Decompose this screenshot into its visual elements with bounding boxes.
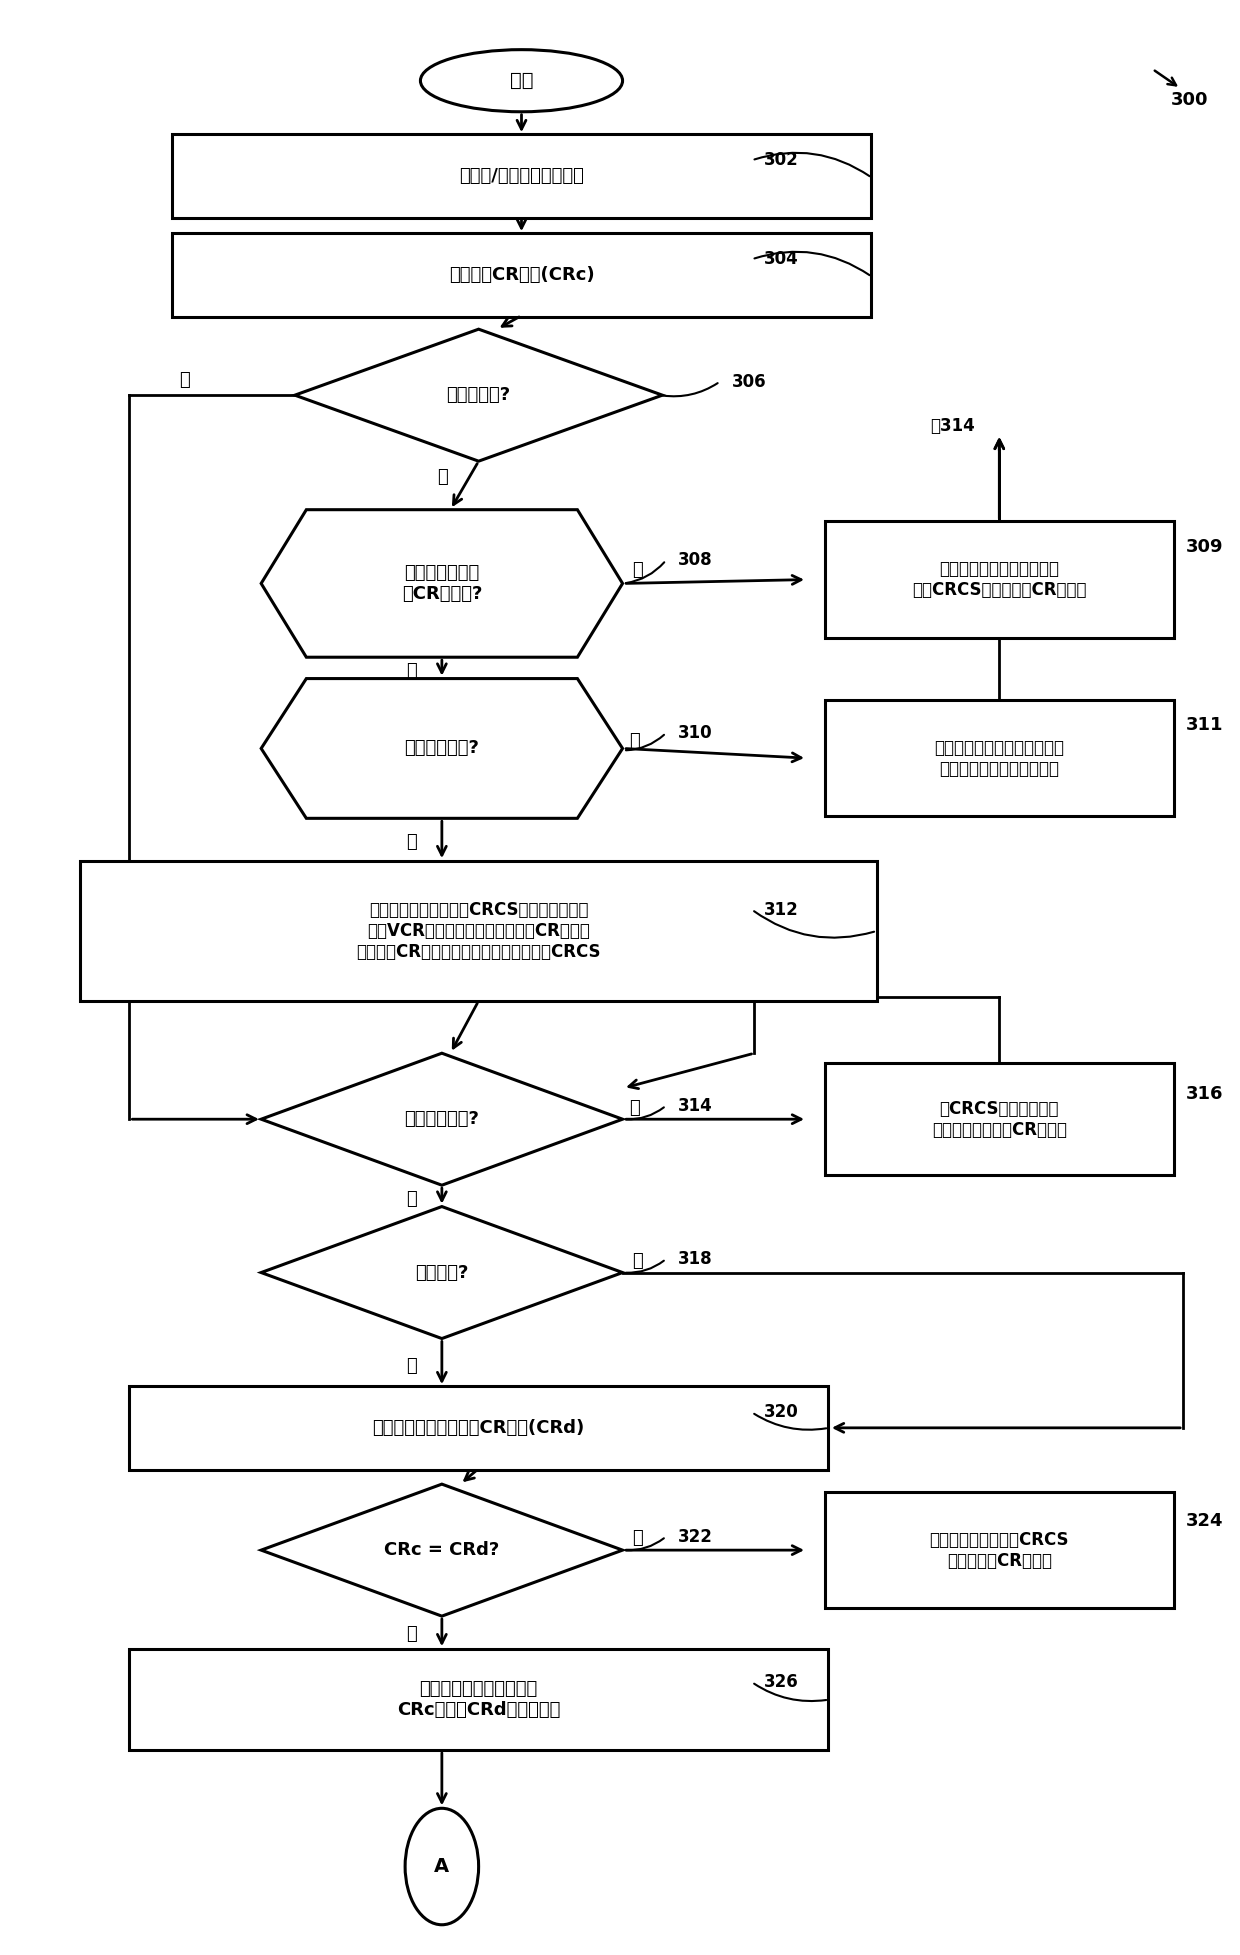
Text: 312: 312 xyxy=(764,901,799,919)
Text: 打开带式制动器以使得CRCS能够自由移动。
命令VCR致动器使发动机转变为低CR设置。
在达到低CR设置后闭合带式制动器以锁定CRCS: 打开带式制动器以使得CRCS能够自由移动。 命令VCR致动器使发动机转变为低CR… xyxy=(356,901,601,960)
Text: 300: 300 xyxy=(1171,92,1208,109)
Text: 是: 是 xyxy=(407,1191,418,1208)
Text: 是: 是 xyxy=(631,1529,642,1548)
Bar xyxy=(172,135,870,217)
Text: 316: 316 xyxy=(1185,1085,1223,1103)
Text: 308: 308 xyxy=(678,551,713,569)
Text: 在CRCS锁定的情况下
将发动机维持在低CR设置中: 在CRCS锁定的情况下 将发动机维持在低CR设置中 xyxy=(931,1101,1066,1138)
Bar xyxy=(825,700,1174,817)
Text: 326: 326 xyxy=(764,1673,799,1691)
Text: 检索当前CR设置(CRc): 检索当前CR设置(CRc) xyxy=(449,266,594,283)
Bar xyxy=(172,233,870,317)
Text: 是: 是 xyxy=(438,467,448,485)
Text: 302: 302 xyxy=(764,151,799,170)
Text: 估计和/或测量发动机工况: 估计和/或测量发动机工况 xyxy=(459,166,584,186)
Polygon shape xyxy=(262,510,622,657)
Text: 320: 320 xyxy=(764,1404,799,1421)
Text: 否: 否 xyxy=(407,1625,418,1642)
Text: 是: 是 xyxy=(407,833,418,850)
Text: 314: 314 xyxy=(678,1097,713,1114)
Text: A: A xyxy=(434,1857,449,1877)
Bar xyxy=(81,860,877,1001)
Text: 是: 是 xyxy=(407,1357,418,1374)
Text: 310: 310 xyxy=(678,723,713,741)
Text: 322: 322 xyxy=(678,1527,713,1546)
Bar xyxy=(825,1492,1174,1609)
Text: 311: 311 xyxy=(1185,716,1223,735)
Text: 基于当前工况确定所需CR设置(CRd): 基于当前工况确定所需CR设置(CRd) xyxy=(372,1419,585,1437)
Text: 324: 324 xyxy=(1185,1511,1223,1531)
Text: 将带式制动器保持为锁定的，
直到已经形成足够油压为止: 将带式制动器保持为锁定的， 直到已经形成足够油压为止 xyxy=(934,739,1064,778)
Text: 到314: 到314 xyxy=(930,416,975,436)
Bar xyxy=(825,522,1174,637)
Text: 318: 318 xyxy=(678,1249,713,1269)
Text: 发动机已经处于
低CR设置中?: 发动机已经处于 低CR设置中? xyxy=(402,565,482,602)
Text: 发动机起动?: 发动机起动? xyxy=(446,387,511,405)
Circle shape xyxy=(405,1808,479,1926)
Text: 达到怠速转速?: 达到怠速转速? xyxy=(404,1110,480,1128)
Text: 否: 否 xyxy=(180,371,190,389)
Text: 基于发动机工况而确定从
CRc转变为CRd的所需速率: 基于发动机工况而确定从 CRc转变为CRd的所需速率 xyxy=(397,1679,560,1718)
Text: 306: 306 xyxy=(733,373,766,391)
Text: 否: 否 xyxy=(407,663,418,680)
Ellipse shape xyxy=(420,49,622,111)
Text: 闭合带式制动器以将CRCS
锁定在当前CR设置中: 闭合带式制动器以将CRCS 锁定在当前CR设置中 xyxy=(930,1531,1069,1570)
Text: CRc = CRd?: CRc = CRd? xyxy=(384,1541,500,1560)
Bar xyxy=(129,1650,828,1750)
Text: 304: 304 xyxy=(764,250,799,268)
Polygon shape xyxy=(262,1484,622,1617)
Text: 足够油压可用?: 足够油压可用? xyxy=(404,739,480,757)
Text: 309: 309 xyxy=(1185,538,1223,555)
Text: 请求怠速?: 请求怠速? xyxy=(415,1263,469,1282)
Bar xyxy=(129,1386,828,1470)
Text: 开始: 开始 xyxy=(510,70,533,90)
Polygon shape xyxy=(262,1206,622,1339)
Text: 否: 否 xyxy=(630,1099,640,1116)
Bar xyxy=(825,1064,1174,1175)
Polygon shape xyxy=(295,328,662,461)
Text: 是: 是 xyxy=(631,561,642,579)
Polygon shape xyxy=(262,1054,622,1185)
Text: 否: 否 xyxy=(631,1251,642,1271)
Polygon shape xyxy=(262,678,622,819)
Text: 将带式制动器保持为锁定的
以将CRCS锁定在当前CR设置中: 将带式制动器保持为锁定的 以将CRCS锁定在当前CR设置中 xyxy=(913,561,1086,598)
Text: 否: 否 xyxy=(630,731,640,749)
